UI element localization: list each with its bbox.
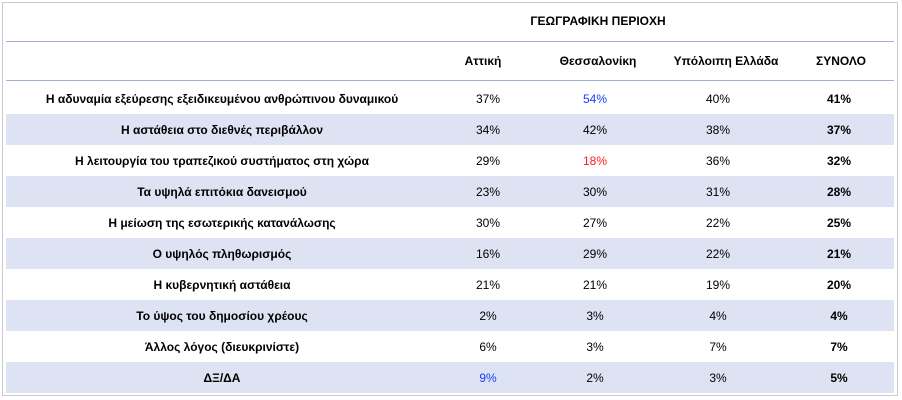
value-cell: 3% — [586, 339, 604, 354]
column-header-rest-of-greece: Υπόλοιπη Ελλάδα — [673, 54, 779, 68]
total-cell: 28% — [784, 176, 894, 207]
value-cell: 3% — [652, 362, 784, 393]
value-cell: 16% — [438, 238, 538, 269]
group-header-title: ΓΕΩΓΡΑΦΙΚΗ ΠΕΡΙΟΧΗ — [530, 14, 666, 28]
table-row: Τα υψηλά επιτόκια δανεισμού 23% 30% 31% 28% — [6, 176, 894, 207]
total-cell: 37% — [784, 114, 894, 145]
table-row: Το ύψος του δημοσίου χρέους 2% 3% 4% 4% — [6, 300, 894, 331]
value-cell: 42% — [538, 114, 652, 145]
value-cell: 2% — [538, 362, 652, 393]
total-cell: 21% — [784, 238, 894, 269]
table-body: Η αδυναμία εξεύρεσης εξειδικευμένου ανθρ… — [6, 83, 894, 393]
value-cell: 54% — [582, 91, 608, 106]
value-cell: 19% — [705, 277, 731, 292]
row-label: Ο υψηλός πληθωρισμός — [6, 238, 438, 269]
column-header-total: ΣΥΝΟΛΟ — [816, 54, 866, 68]
table-row: Η λειτουργία του τραπεζικού συστήματος σ… — [6, 145, 894, 176]
value-cell: 31% — [652, 176, 784, 207]
row-label: Η αδυναμία εξεύρεσης εξειδικευμένου ανθρ… — [45, 91, 399, 106]
row-label: Άλλος λόγος (διευκρινίστε) — [144, 339, 300, 354]
value-cell: 3% — [538, 300, 652, 331]
value-cell: 30% — [538, 176, 652, 207]
total-cell: 32% — [826, 153, 852, 168]
value-cell: 22% — [652, 238, 784, 269]
value-cell: 18% — [582, 153, 608, 168]
value-cell: 23% — [438, 176, 538, 207]
total-cell: 20% — [826, 277, 852, 292]
table-row: Η κυβερνητική αστάθεια 21% 21% 19% 20% — [6, 269, 894, 300]
value-cell: 36% — [705, 153, 731, 168]
row-label: Η μείωση της εσωτερικής κατανάλωσης — [108, 215, 336, 230]
row-label: Η λειτουργία του τραπεζικού συστήματος σ… — [75, 153, 369, 168]
table-row: Ο υψηλός πληθωρισμός 16% 29% 22% 21% — [6, 238, 894, 269]
value-cell: 9% — [438, 362, 538, 393]
table-row: Η αστάθεια στο διεθνές περιβάλλον 34% 42% 3… — [6, 114, 894, 145]
row-label: Το ύψος του δημοσίου χρέους — [6, 300, 438, 331]
value-cell: 7% — [709, 339, 727, 354]
value-cell: 29% — [538, 238, 652, 269]
table-row: ΔΞ/ΔΑ 9% 2% 3% 5% — [6, 362, 894, 393]
total-cell: 4% — [784, 300, 894, 331]
value-cell: 40% — [705, 91, 731, 106]
value-cell: 29% — [475, 153, 501, 168]
total-cell: 7% — [830, 339, 848, 354]
row-label: ΔΞ/ΔΑ — [6, 362, 438, 393]
row-label: Η αστάθεια στο διεθνές περιβάλλον — [6, 114, 438, 145]
value-cell: 27% — [582, 215, 608, 230]
header-divider-bottom — [6, 80, 894, 81]
total-cell: 5% — [784, 362, 894, 393]
value-cell: 37% — [475, 91, 501, 106]
value-cell: 2% — [438, 300, 538, 331]
table-row: Η αδυναμία εξεύρεσης εξειδικευμένου ανθρ… — [6, 83, 894, 114]
data-table: Η αδυναμία εξεύρεσης εξειδικευμένου ανθρ… — [6, 83, 894, 393]
column-header-thessaloniki: Θεσσαλονίκη — [559, 54, 637, 68]
value-cell: 21% — [475, 277, 501, 292]
table-row: Άλλος λόγος (διευκρινίστε) 6% 3% 7% 7% — [6, 331, 894, 362]
total-cell: 41% — [826, 91, 852, 106]
value-cell: 22% — [705, 215, 731, 230]
row-label: Η κυβερνητική αστάθεια — [153, 277, 291, 292]
value-cell: 4% — [652, 300, 784, 331]
header-divider-top — [6, 41, 894, 42]
value-cell: 21% — [582, 277, 608, 292]
value-cell: 6% — [479, 339, 497, 354]
value-cell: 34% — [438, 114, 538, 145]
total-cell: 25% — [826, 215, 852, 230]
value-cell: 30% — [475, 215, 501, 230]
column-header-attica: Αττική — [464, 54, 502, 68]
row-label: Τα υψηλά επιτόκια δανεισμού — [6, 176, 438, 207]
table-frame — [2, 2, 898, 396]
value-cell: 38% — [652, 114, 784, 145]
table-row: Η μείωση της εσωτερικής κατανάλωσης 30% 27… — [6, 207, 894, 238]
